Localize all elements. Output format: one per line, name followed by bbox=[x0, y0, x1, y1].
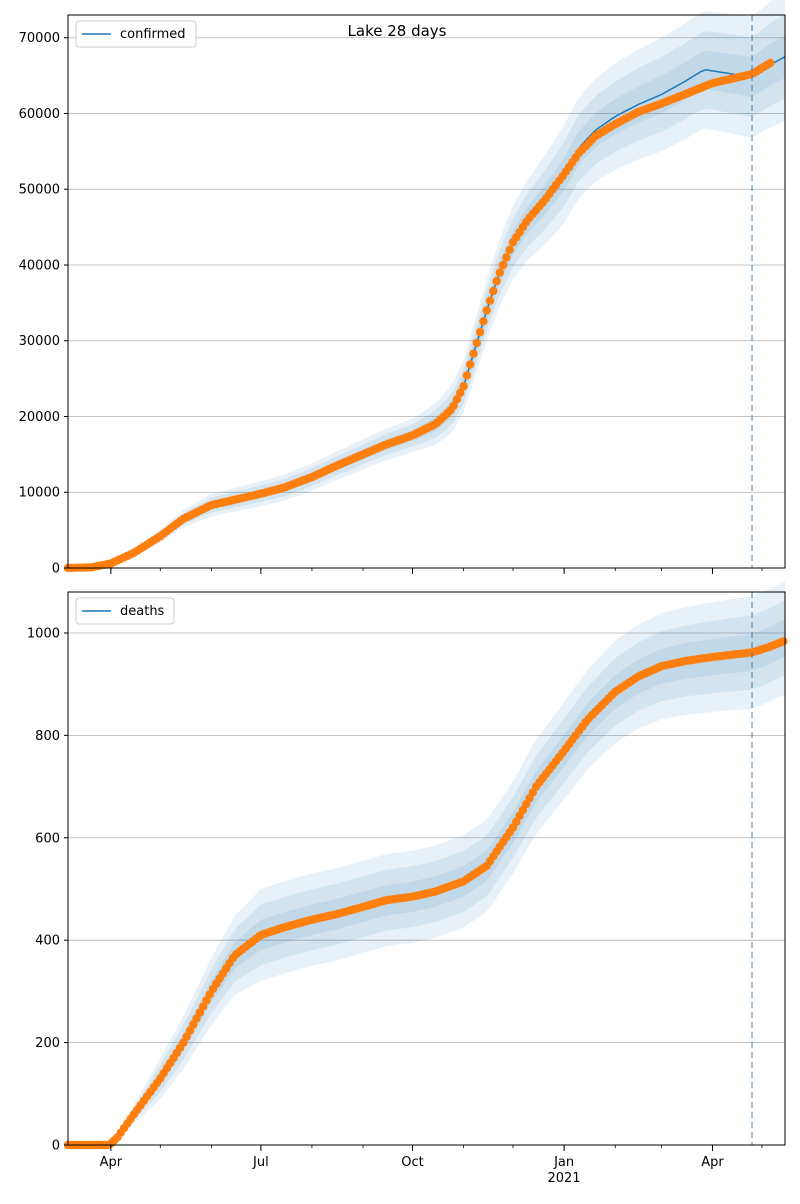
deaths-y-ticks: 0 200 400 600 800 1000 bbox=[27, 626, 68, 1154]
confirmed-uncertainty-bands bbox=[68, 0, 785, 568]
confirmed-observed-points bbox=[63, 58, 775, 573]
confirmed-legend-label: confirmed bbox=[120, 27, 186, 42]
y-tick-label: 50000 bbox=[19, 183, 60, 198]
uncertainty-band-1 bbox=[68, 0, 785, 568]
deaths-observed-points bbox=[63, 637, 788, 1150]
observed-point bbox=[472, 338, 481, 348]
y-tick-label: 60000 bbox=[19, 107, 60, 122]
confirmed-panel: 0 10000 20000 30000 40000 50000 60000 70000 con… bbox=[19, 0, 786, 577]
y-tick-label: 0 bbox=[52, 562, 60, 577]
deaths-x-ticks: Apr Jul Oct Jan Apr bbox=[100, 1145, 763, 1170]
observed-point bbox=[766, 58, 775, 68]
y-tick-label: 70000 bbox=[19, 31, 60, 46]
x-tick-label: Oct bbox=[401, 1155, 423, 1170]
observed-point bbox=[462, 371, 472, 380]
x-year-label: 2021 bbox=[547, 1171, 580, 1186]
confirmed-x-ticks bbox=[110, 568, 763, 574]
deaths-legend-label: deaths bbox=[120, 604, 165, 619]
observed-point bbox=[505, 245, 514, 254]
observed-point bbox=[449, 401, 458, 410]
deaths-legend-box bbox=[75, 597, 175, 625]
observed-point bbox=[485, 296, 495, 305]
observed-point bbox=[469, 349, 478, 358]
observed-point bbox=[498, 260, 508, 270]
confirmed-y-ticks: 0 10000 20000 30000 40000 50000 60000 70000 bbox=[19, 31, 68, 577]
observed-point bbox=[502, 253, 511, 262]
y-tick-label: 30000 bbox=[19, 334, 60, 349]
observed-point bbox=[482, 306, 491, 315]
deaths-panel: 0 200 400 600 800 1000 Apr Jul Oct Jan Apr deaths… bbox=[27, 581, 788, 1186]
x-tick-label: Apr bbox=[100, 1155, 123, 1170]
deaths-uncertainty-bands bbox=[68, 581, 785, 1145]
y-tick-label: 0 bbox=[52, 1139, 60, 1154]
confirmed-legend-box bbox=[75, 20, 197, 48]
chart-title: Lake 28 days bbox=[348, 22, 447, 40]
observed-point bbox=[466, 360, 475, 369]
observed-point bbox=[456, 388, 465, 397]
y-tick-label: 200 bbox=[35, 1036, 60, 1051]
y-tick-label: 600 bbox=[35, 831, 60, 846]
y-tick-label: 1000 bbox=[27, 626, 60, 641]
y-tick-label: 800 bbox=[35, 729, 60, 744]
confirmed-axes-frame bbox=[67, 14, 786, 569]
x-tick-label: Jul bbox=[252, 1155, 269, 1170]
observed-point bbox=[779, 637, 788, 646]
confirmed-legend: confirmed bbox=[75, 20, 197, 48]
y-tick-label: 20000 bbox=[19, 410, 60, 425]
observed-point bbox=[495, 268, 504, 277]
deaths-gridlines bbox=[68, 632, 785, 1043]
uncertainty-band-1 bbox=[68, 581, 785, 1145]
y-tick-label: 400 bbox=[35, 934, 60, 949]
uncertainty-band-3 bbox=[68, 35, 785, 568]
observed-point bbox=[475, 327, 485, 337]
observed-point bbox=[452, 395, 462, 404]
y-tick-label: 40000 bbox=[19, 258, 60, 273]
x-tick-label: Jan bbox=[553, 1155, 574, 1170]
observed-point bbox=[492, 277, 501, 286]
confirmed-gridlines bbox=[68, 37, 785, 493]
deaths-axes-frame bbox=[67, 591, 786, 1146]
uncertainty-band-3 bbox=[68, 619, 785, 1145]
x-tick-label: Apr bbox=[701, 1155, 724, 1170]
observed-point bbox=[479, 317, 488, 326]
observed-point bbox=[489, 286, 498, 296]
uncertainty-band-2 bbox=[68, 600, 785, 1145]
observed-point bbox=[459, 382, 468, 391]
uncertainty-band-2 bbox=[68, 14, 785, 568]
deaths-legend: deaths bbox=[75, 597, 175, 625]
y-tick-label: 10000 bbox=[19, 486, 60, 501]
